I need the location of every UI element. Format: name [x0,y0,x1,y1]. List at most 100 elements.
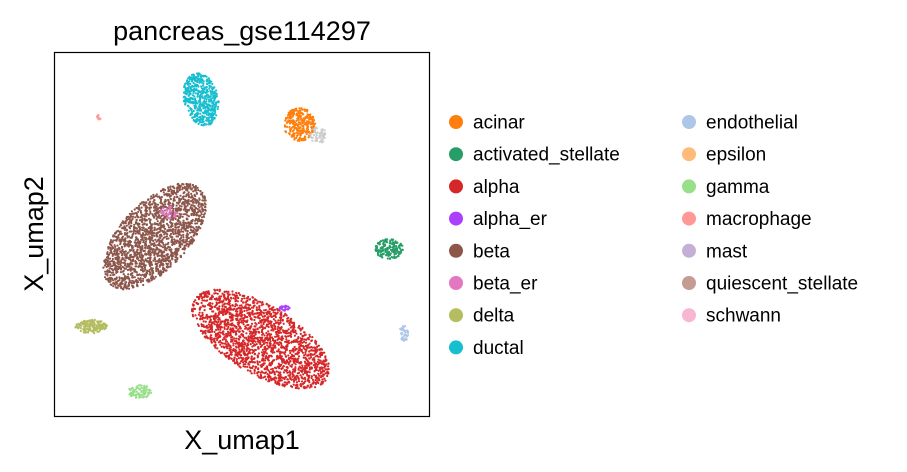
scatter-point [288,371,291,374]
scatter-point [148,259,151,262]
scatter-point [293,345,296,349]
scatter-point [165,237,168,240]
scatter-point [298,129,301,133]
scatter-point [292,331,295,334]
scatter-point [187,77,190,80]
scatter-point [143,266,146,269]
scatter-point [142,239,145,242]
scatter-point [133,255,136,258]
scatter-point [215,316,218,319]
scatter-point [315,368,318,371]
scatter-point [150,261,153,264]
scatter-point [245,326,248,329]
scatter-point [93,323,96,326]
scatter-point [164,198,167,201]
scatter-point [121,236,124,239]
scatter-point [203,212,206,215]
scatter-point [205,75,208,78]
scatter-point [382,252,385,255]
scatter-point [117,234,120,237]
scatter-point [203,196,206,199]
scatter-point [152,251,155,254]
scatter-point [120,232,123,235]
scatter-point [204,86,207,89]
scatter-point [224,354,227,357]
scatter-point [295,386,298,390]
scatter-point [207,114,210,117]
scatter-point [145,212,148,215]
scatter-point [306,125,309,128]
scatter-point [305,348,308,351]
scatter-point [148,232,151,235]
scatter-point [148,230,152,233]
scatter-point [97,326,100,330]
scatter-point [134,216,137,219]
scatter-point [236,361,239,364]
scatter-point [164,205,168,209]
scatter-point [128,216,132,219]
scatter-point [260,301,263,304]
scatter-point [205,82,209,85]
scatter-point [179,255,182,258]
scatter-point [299,332,302,335]
scatter-point [201,91,205,94]
scatter-point [205,313,208,316]
chart-title: pancreas_gse114297 [113,16,371,46]
scatter-point [191,94,194,97]
scatter-point [102,266,105,269]
scatter-point [263,362,266,365]
scatter-point [293,112,296,115]
scatter-point [253,301,256,304]
scatter-point [243,347,246,350]
scatter-point [203,202,206,205]
scatter-point [102,325,105,328]
scatter-point [154,275,157,278]
scatter-point [123,245,126,248]
scatter-point [259,374,262,377]
scatter-point [196,229,199,232]
scatter-point [211,310,214,313]
scatter-point [176,207,179,210]
scatter-point [223,303,226,306]
scatter-point [148,206,152,209]
scatter-point [399,247,402,250]
scatter-point [310,376,313,380]
scatter-point [177,187,180,190]
scatter-point [385,253,388,256]
scatter-point [215,301,218,304]
scatter-point [203,295,206,298]
scatter-point [269,340,272,343]
scatter-point [117,263,120,266]
scatter-point [269,354,273,357]
scatter-point [125,229,128,232]
scatter-point [158,206,161,209]
scatter-point [205,119,208,122]
scatter-point [277,383,280,386]
scatter-point [165,235,168,238]
scatter-point [246,316,249,319]
scatter-point [182,230,185,233]
scatter-point [305,123,308,126]
scatter-point [149,277,153,280]
scatter-point [152,248,155,251]
scatter-point [229,307,232,310]
scatter-point [309,133,312,136]
scatter-point [272,329,275,332]
scatter-point [195,201,198,204]
scatter-point [121,278,124,281]
scatter-point [406,334,410,337]
scatter-point [198,81,201,84]
scatter-point [221,342,224,345]
scatter-point [124,250,127,253]
scatter-point [207,330,210,333]
scatter-point [176,239,179,242]
scatter-point [135,236,138,239]
scatter-point [302,118,305,121]
scatter-point [295,332,298,335]
scatter-point [217,341,220,344]
scatter-point [199,315,203,318]
scatter-point [265,331,268,335]
scatter-point [176,219,179,222]
scatter-point [144,215,147,218]
scatter-point [170,223,173,226]
